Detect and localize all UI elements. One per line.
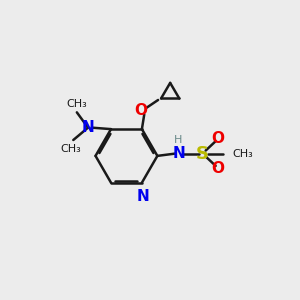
Text: N: N [82, 120, 94, 135]
Text: S: S [196, 145, 209, 163]
Text: CH₃: CH₃ [232, 148, 253, 158]
Text: N: N [137, 189, 150, 204]
Text: N: N [172, 146, 185, 161]
Text: CH₃: CH₃ [61, 143, 81, 154]
Text: O: O [134, 103, 147, 118]
Text: H: H [174, 135, 183, 145]
Text: O: O [212, 161, 224, 176]
Text: O: O [212, 131, 224, 146]
Text: CH₃: CH₃ [67, 99, 87, 109]
